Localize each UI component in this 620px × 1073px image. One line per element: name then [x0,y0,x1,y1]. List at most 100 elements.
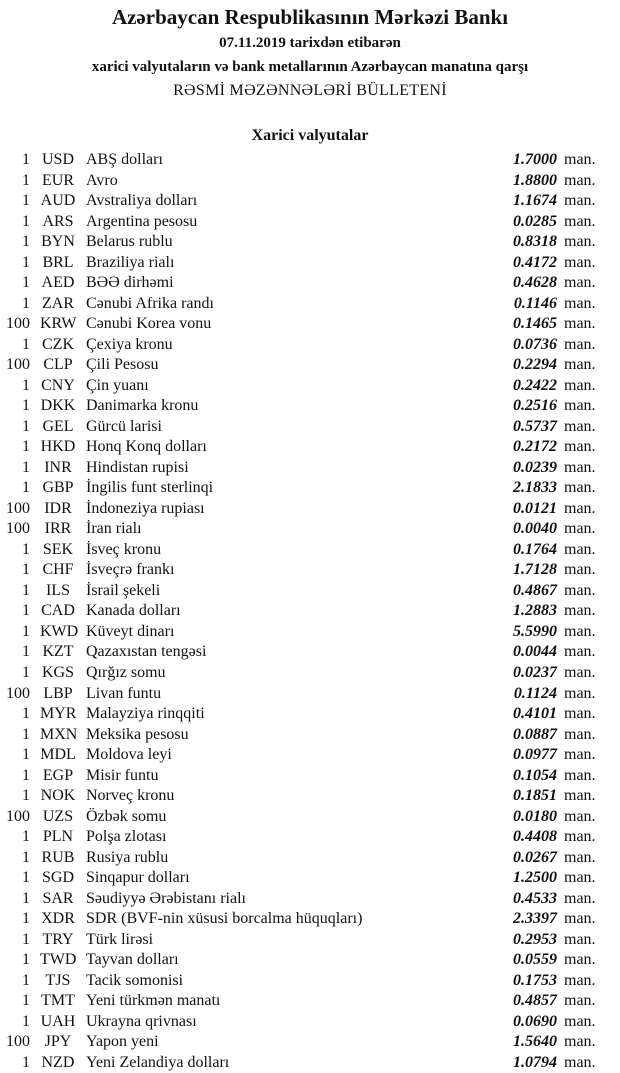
currency-code: GBP [42,479,74,497]
rate-row: 100 IRR İran rialı 0.0040 man. [0,519,620,539]
rate-row: 1 SGD Sinqapur dolları 1.2500 man. [0,868,620,888]
rate-row: 100 UZS Özbək somu 0.0180 man. [0,807,620,827]
currency-name: İngilis funt sterlinqi [86,479,214,497]
rate-unit: man. [564,335,596,353]
rate-row: 1 KWD Küveyt dinarı 5.5990 man. [0,622,620,642]
currency-code: CLP [43,356,73,374]
rate-value: 0.0559 [513,951,557,969]
currency-name: Meksika pesosu [86,725,189,743]
rate-nominal: 1 [22,294,30,312]
rate-value: 0.1753 [513,971,557,989]
currency-name: İran rialı [86,520,142,538]
rate-nominal: 1 [22,171,30,189]
rate-nominal: 100 [6,1033,30,1051]
rate-value: 0.0180 [513,807,557,825]
rate-nominal: 1 [22,664,30,681]
rate-row: 100 KRW Cənubi Korea vonu 0.1465 man. [0,314,620,334]
rate-value: 0.2953 [513,930,557,948]
rate-unit: man. [564,1053,596,1071]
rate-unit: man. [564,746,596,764]
currency-code: KGS [41,664,74,681]
currency-name: Tacik somonisi [86,971,184,989]
section-title: Xarici valyutalar [251,127,369,144]
currency-name: Qırğız somu [86,664,166,681]
rate-unit: man. [564,171,596,189]
currency-name: Rusiya rublu [86,848,169,866]
rate-unit: man. [564,622,596,640]
currency-name: Misir funtu [86,766,159,784]
rate-value: 0.5737 [513,417,557,435]
rate-unit: man. [564,807,596,825]
rate-row: 1 KGS Qırğız somu 0.0237 man. [0,663,620,683]
rate-unit: man. [564,499,596,517]
rate-unit: man. [564,848,596,866]
currency-code: RUB [41,848,75,866]
rate-row: 100 LBP Livan funtu 0.1124 man. [0,684,620,704]
currency-code: MDL [40,746,76,764]
rate-unit: man. [564,294,596,312]
bulletin-title: RƏSMİ MƏZƏNNƏLƏRİ BÜLLETENİ [173,82,447,99]
rate-value: 0.4172 [513,253,557,271]
currency-name: Yapon yeni [86,1033,159,1051]
rate-value: 1.5640 [513,1033,557,1051]
rate-value: 0.2294 [513,356,557,374]
rate-nominal: 100 [6,684,30,702]
rate-value: 2.1833 [513,479,557,497]
rate-unit: man. [564,356,596,374]
currency-name: Cənubi Korea vonu [86,315,212,333]
rate-nominal: 1 [22,540,30,558]
rate-value: 0.0239 [513,458,557,476]
rate-row: 1 USD ABŞ dolları 1.7000 man. [0,150,620,170]
currency-code: BRL [42,253,74,271]
rate-row: 1 SAR Səudiyyə Ərəbistanı rialı 0.4533 man. [0,889,620,909]
rate-row: 1 ZAR Cənubi Afrika randı 0.1146 man. [0,294,620,314]
rate-value: 0.0237 [513,664,557,681]
rate-nominal: 1 [22,930,30,948]
rate-nominal: 1 [22,951,30,969]
rate-unit: man. [564,910,596,928]
rate-nominal: 1 [22,766,30,784]
rate-row: 1 DKK Danimarka kronu 0.2516 man. [0,396,620,416]
rate-unit: man. [564,233,596,251]
rate-nominal: 1 [22,622,30,640]
rate-unit: man. [564,212,596,230]
rate-row: 1 EUR Avro 1.8800 man. [0,171,620,191]
rate-unit: man. [564,992,596,1010]
currency-code: XDR [41,910,75,928]
currency-code: SAR [42,889,74,907]
rate-unit: man. [564,192,596,210]
currency-code: CZK [42,335,74,353]
rate-value: 0.0267 [513,848,557,866]
currency-name: Türk lirəsi [86,930,154,948]
currency-name: Malayziya rinqqiti [86,705,205,723]
rate-unit: man. [564,274,596,292]
currency-name: Çili Pesosu [86,356,159,374]
currency-code: AUD [40,192,76,210]
rate-value: 0.0040 [513,520,557,538]
rate-unit: man. [564,1033,596,1051]
rate-nominal: 1 [22,848,30,866]
rate-row: 1 BYN Belarus rublu 0.8318 man. [0,232,620,252]
rate-nominal: 1 [22,992,30,1010]
rate-row: 1 TWD Tayvan dolları 0.0559 man. [0,950,620,970]
rate-nominal: 100 [6,315,30,333]
rate-row: 100 IDR İndoneziya rupiası 0.0121 man. [0,499,620,519]
rate-nominal: 1 [22,233,30,251]
rate-row: 1 CAD Kanada dolları 1.2883 man. [0,601,620,621]
rate-nominal: 1 [22,151,30,168]
currency-name: Qazaxıstan tengəsi [86,643,207,661]
currency-name: ABŞ dolları [86,151,163,168]
currency-code: TJS [45,971,71,989]
rate-unit: man. [564,438,596,456]
currency-code: EUR [42,171,74,189]
rate-row: 1 SEK İsveç kronu 0.1764 man. [0,540,620,560]
rate-unit: man. [564,376,596,394]
rate-nominal: 1 [22,889,30,907]
currency-name: Argentina pesosu [86,212,198,230]
currency-code: ARS [42,212,74,230]
currency-name: Hindistan rupisi [86,458,189,476]
currency-name: İsrail şekeli [86,581,161,599]
rate-unit: man. [564,417,596,435]
currency-name: Səudiyyə Ərəbistanı rialı [86,889,246,907]
rate-nominal: 1 [22,1012,30,1030]
